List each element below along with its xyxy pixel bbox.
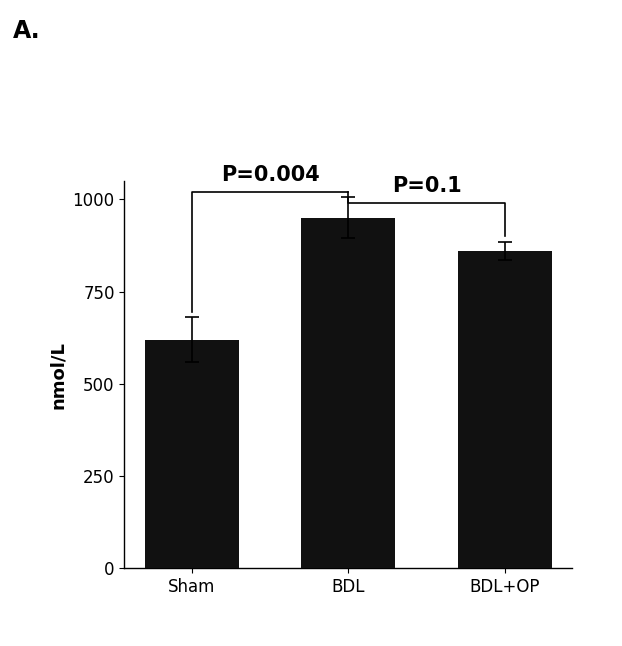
Text: A.: A. [12, 19, 40, 43]
Y-axis label: nmol/L: nmol/L [49, 340, 67, 409]
Bar [145, 340, 239, 568]
Text: P=0.1: P=0.1 [392, 176, 462, 196]
Text: P=0.004: P=0.004 [221, 165, 320, 185]
Bar [458, 251, 552, 568]
Bar [301, 218, 396, 568]
